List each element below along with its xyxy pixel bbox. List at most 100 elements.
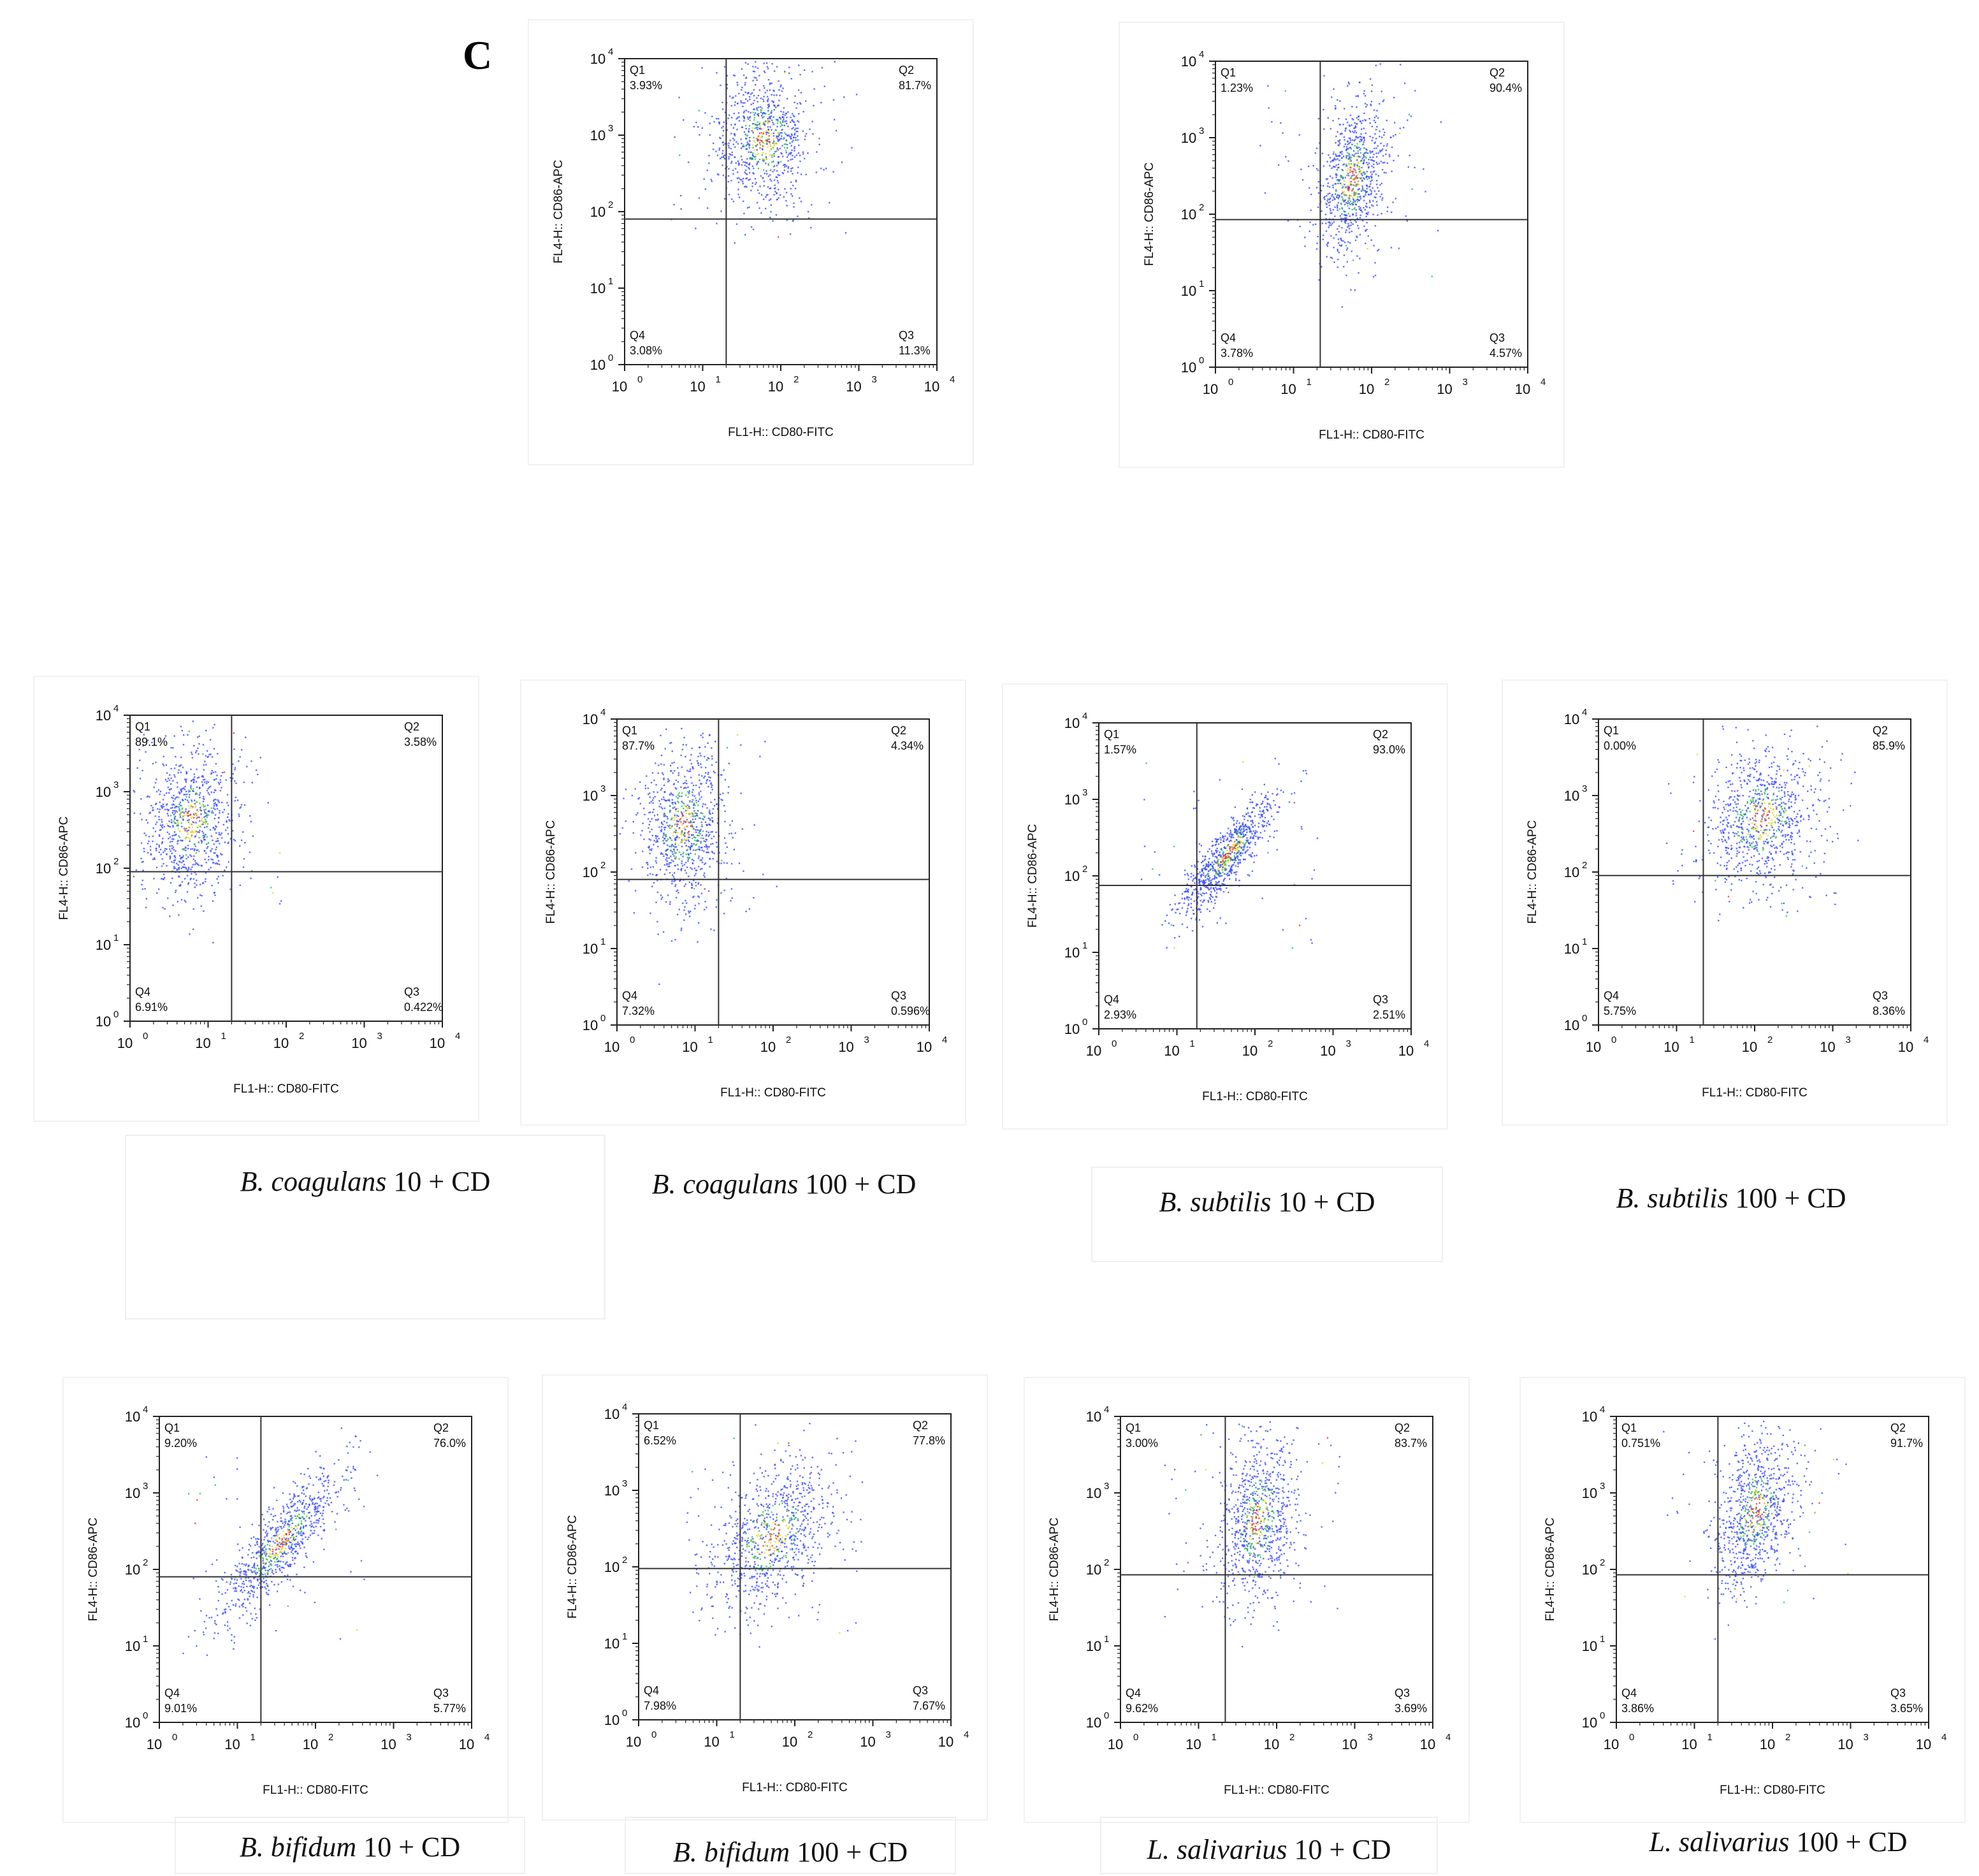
event-dot: [1259, 836, 1261, 838]
event-dot: [743, 178, 744, 180]
event-dot: [157, 808, 159, 810]
event-dot: [634, 890, 637, 892]
event-dot: [771, 161, 773, 163]
event-dot: [206, 836, 208, 838]
event-dot: [681, 833, 683, 835]
event-dot: [1337, 249, 1338, 251]
event-dot: [168, 792, 170, 794]
event-dot: [226, 802, 228, 804]
event-dot: [150, 853, 152, 855]
event-dot: [181, 730, 184, 732]
event-dot: [728, 194, 730, 196]
event-dot: [667, 848, 669, 850]
event-dot: [1356, 184, 1358, 187]
event-dot: [215, 825, 217, 827]
event-dot: [731, 897, 733, 899]
event-dot: [203, 798, 205, 800]
event-dot: [666, 854, 668, 856]
event-dot: [799, 197, 801, 199]
event-dot: [1227, 859, 1229, 861]
event-dot: [1344, 200, 1345, 202]
event-dot: [1371, 126, 1374, 127]
event-dot: [1231, 848, 1233, 851]
event-dot: [1249, 875, 1250, 876]
event-dot: [1266, 803, 1268, 804]
event-dot: [681, 839, 683, 841]
event-dot: [195, 813, 197, 815]
event-dot: [779, 147, 781, 150]
event-dot: [1343, 145, 1345, 148]
event-dot: [1242, 824, 1244, 826]
event-dot: [754, 112, 757, 114]
event-dot: [190, 848, 192, 850]
y-tick-label: 10: [1181, 360, 1196, 375]
event-dot: [1344, 214, 1347, 217]
event-dot: [1358, 119, 1359, 120]
event-dot: [180, 789, 182, 791]
event-dot: [1207, 887, 1209, 889]
event-dot: [1384, 131, 1386, 133]
event-dot: [1323, 165, 1325, 167]
event-dot: [781, 129, 783, 131]
event-dot: [1359, 147, 1361, 150]
event-dot: [1220, 841, 1222, 843]
event-dot: [206, 847, 208, 849]
event-dot: [677, 767, 679, 769]
event-dot: [1381, 212, 1382, 215]
event-dot: [211, 756, 214, 758]
event-dot: [718, 173, 720, 176]
event-dot: [707, 742, 709, 744]
event-dot: [773, 142, 775, 143]
event-dot: [1235, 873, 1237, 876]
event-dot: [1350, 222, 1352, 224]
event-dot: [1355, 221, 1357, 223]
event-dot: [774, 70, 776, 72]
event-dot: [1217, 874, 1219, 876]
flow-plot-2: 10 0 10 1 10 2 10 3 10 4 10 0 10 1 10 2 10 3 10 4 FL1-H:: CD…: [1119, 22, 1565, 468]
event-dot: [170, 777, 172, 780]
event-dot: [692, 794, 693, 796]
event-dot: [202, 801, 205, 803]
event-dot: [170, 850, 171, 852]
event-dot: [158, 888, 160, 891]
event-dot: [721, 150, 724, 152]
event-dot: [1222, 871, 1224, 873]
event-dot: [683, 838, 686, 840]
event-dot: [217, 822, 219, 824]
event-dot: [1335, 193, 1337, 195]
event-dot: [1349, 138, 1351, 140]
event-dot: [726, 166, 728, 168]
event-dot: [773, 179, 776, 181]
event-dot: [1173, 947, 1175, 949]
event-dot: [1333, 159, 1335, 161]
event-dot: [681, 860, 683, 862]
event-dot: [1226, 845, 1228, 848]
event-dot: [1222, 857, 1224, 859]
event-dot: [1164, 920, 1166, 922]
event-dot: [197, 810, 199, 813]
event-dot: [1262, 825, 1264, 827]
event-dot: [667, 894, 669, 896]
event-dot: [1398, 132, 1401, 135]
event-dot: [743, 120, 745, 122]
event-dot: [207, 814, 210, 816]
event-dot: [1240, 855, 1242, 857]
event-dot: [790, 145, 792, 147]
event-dot: [1335, 159, 1337, 161]
event-dot: [170, 746, 172, 749]
event-dot: [173, 838, 175, 840]
event-dot: [185, 850, 187, 852]
event-dot: [669, 810, 672, 811]
event-dot: [697, 810, 699, 811]
event-dot: [1246, 807, 1249, 809]
event-dot: [1244, 824, 1247, 826]
event-dot: [738, 177, 740, 179]
event-dot: [1339, 178, 1341, 181]
event-dot: [689, 848, 692, 850]
event-dot: [688, 813, 690, 815]
event-dot: [1211, 845, 1214, 847]
event-dot: [783, 132, 786, 134]
event-dot: [672, 853, 674, 855]
event-dot: [1356, 147, 1358, 149]
event-dot: [1316, 187, 1318, 189]
